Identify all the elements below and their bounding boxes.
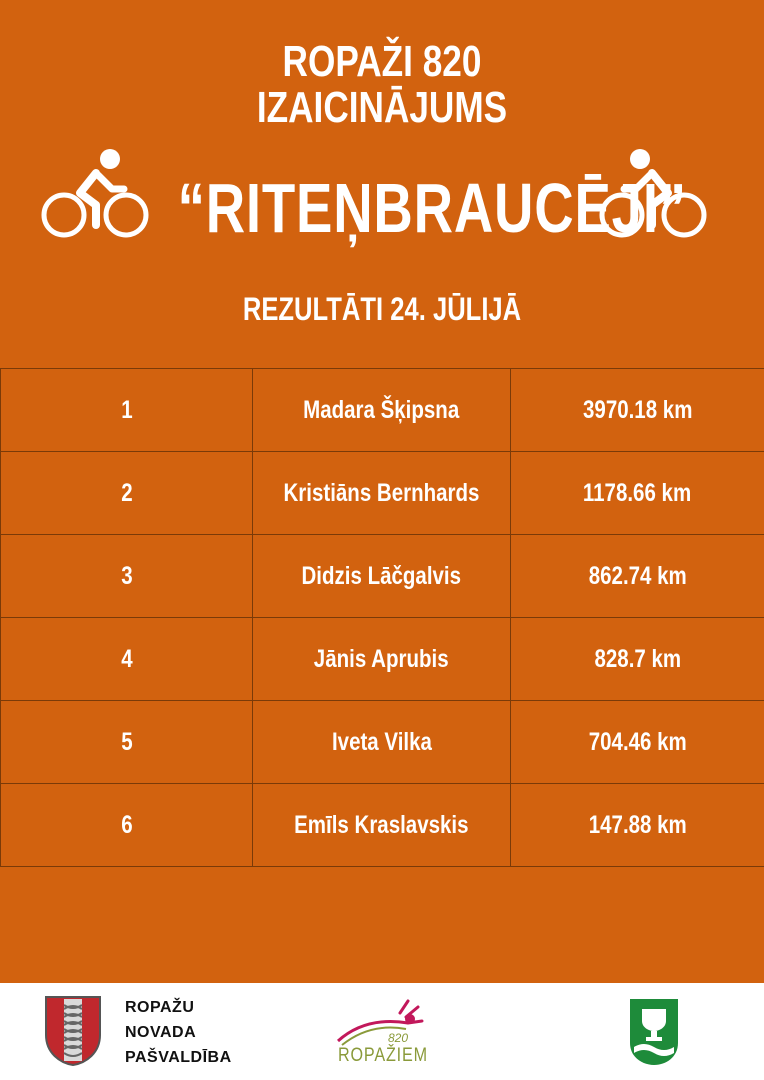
rank-cell: 3 <box>0 534 253 618</box>
municipality-shield-icon <box>45 996 101 1067</box>
name-cell: Madara Šķipsna <box>252 368 511 452</box>
cyclist-icon <box>599 149 707 238</box>
results-date: REZULTĀTI 24. JŪLIJĀ <box>242 291 522 327</box>
logo-word: ROPAŽIEM <box>338 1045 428 1066</box>
rank-cell: 4 <box>0 617 253 701</box>
name-cell: Kristiāns Bernhards <box>252 451 511 535</box>
table-row: 2 Kristiāns Bernhards 1178.66 km <box>0 451 764 535</box>
table-row: 1 Madara Šķipsna 3970.18 km <box>0 368 764 452</box>
distance-cell: 3970.18 km <box>510 368 764 452</box>
results-table: 1 Madara Šķipsna 3970.18 km 2 Kristiāns … <box>0 368 764 867</box>
distance-cell: 704.46 km <box>510 700 764 784</box>
logo-number: 820 <box>388 1031 409 1045</box>
name-cell: Iveta Vilka <box>252 700 511 784</box>
ropazi-820-logo-icon <box>336 999 424 1046</box>
table-row: 5 Iveta Vilka 704.46 km <box>0 700 764 784</box>
distance-cell: 1178.66 km <box>510 451 764 535</box>
distance-cell: 828.7 km <box>510 617 764 701</box>
name-cell: Emīls Kraslavskis <box>252 783 511 867</box>
rank-cell: 5 <box>0 700 253 784</box>
rank-cell: 6 <box>0 783 253 867</box>
rank-cell: 1 <box>0 368 253 452</box>
footer: ROPAŽU NOVADA PAŠVALDĪBA 820 ROPAŽIEM <box>0 983 764 1080</box>
poster: ROPAŽI 820 IZAICINĀJUMS “RITEŅBRAUCĒJI” … <box>0 0 764 983</box>
municipality-name: ROPAŽU NOVADA PAŠVALDĪBA <box>125 999 232 1066</box>
distance-cell: 862.74 km <box>510 534 764 618</box>
distance-cell: 147.88 km <box>510 783 764 867</box>
name-cell: Jānis Aprubis <box>252 617 511 701</box>
name-cell: Didzis Lāčgalvis <box>252 534 511 618</box>
heading-line-2: IZAICINĀJUMS <box>256 83 508 132</box>
table-row: 4 Jānis Aprubis 828.7 km <box>0 617 764 701</box>
table-row: 6 Emīls Kraslavskis 147.88 km <box>0 783 764 867</box>
green-crest-icon <box>630 999 678 1065</box>
cyclist-icon <box>41 149 149 238</box>
heading-line-1: ROPAŽI 820 <box>282 37 482 86</box>
table-row: 3 Didzis Lāčgalvis 862.74 km <box>0 534 764 618</box>
main-title: “RITEŅBRAUCĒJI” <box>177 169 687 247</box>
rank-cell: 2 <box>0 451 253 535</box>
